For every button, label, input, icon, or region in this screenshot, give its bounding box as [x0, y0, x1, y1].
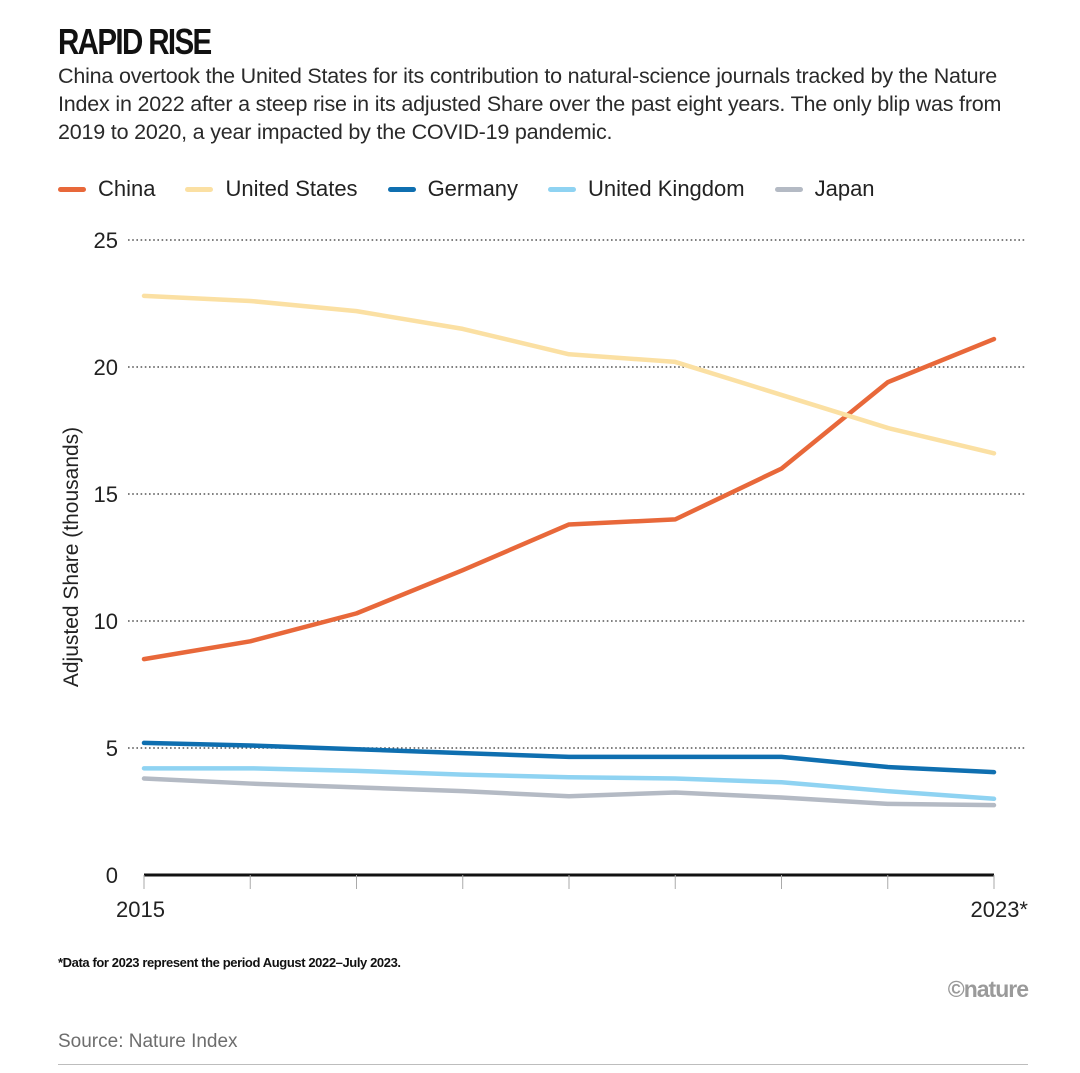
chart-title: RAPID RISE: [58, 21, 212, 62]
legend-swatch-china: [58, 186, 86, 192]
series-line-china: [141, 336, 997, 662]
source-note: Source: Nature Index: [58, 1031, 238, 1052]
y-tick-label: 15: [94, 482, 118, 507]
legend-swatch-japan: [774, 186, 803, 192]
legend-item-united-states: United States: [185, 176, 358, 202]
y-tick-label: 25: [94, 228, 118, 253]
x-tick-label: 2015: [116, 897, 165, 922]
footnote: *Data for 2023 represent the period Augu…: [58, 955, 401, 970]
series-line-united-states: [141, 293, 997, 456]
legend: China United States Germany United Kingd…: [58, 176, 905, 202]
chart-subtitle: China overtook the United States for its…: [58, 64, 1002, 144]
legend-swatch-united-states: [185, 186, 214, 192]
series-line-japan: [141, 776, 997, 808]
series-lines: [141, 293, 997, 808]
gridlines: [128, 239, 1026, 749]
legend-item-germany: Germany: [387, 176, 519, 202]
legend-label-germany: Germany: [427, 176, 519, 201]
legend-label-united-kingdom: United Kingdom: [588, 176, 745, 201]
y-tick-label: 20: [94, 355, 118, 380]
bottom-divider: [58, 1064, 1028, 1065]
y-tick-label: 0: [106, 863, 118, 888]
line-chart: 0 5 10 15 20 25 Adjusted Share (thousands) 20…: [60, 228, 1028, 922]
legend-item-united-kingdom: United Kingdom: [548, 176, 745, 202]
legend-item-japan: Japan: [774, 176, 875, 202]
legend-label-china: China: [98, 176, 156, 201]
legend-item-china: China: [58, 176, 155, 202]
x-tick-label: 2023*: [970, 897, 1028, 922]
y-axis-ticks: 0 5 10 15 20 25: [94, 228, 118, 888]
legend-label-japan: Japan: [814, 176, 875, 201]
y-axis-label: Adjusted Share (thousands): [60, 427, 83, 687]
legend-label-united-states: United States: [225, 176, 358, 201]
nature-logo: ©nature: [947, 976, 1029, 1002]
legend-swatch-germany: [387, 186, 416, 192]
x-axis: 2015 2023*: [116, 873, 1028, 922]
y-tick-label: 10: [94, 609, 118, 634]
legend-swatch-united-kingdom: [548, 186, 577, 192]
y-tick-label: 5: [106, 736, 118, 761]
